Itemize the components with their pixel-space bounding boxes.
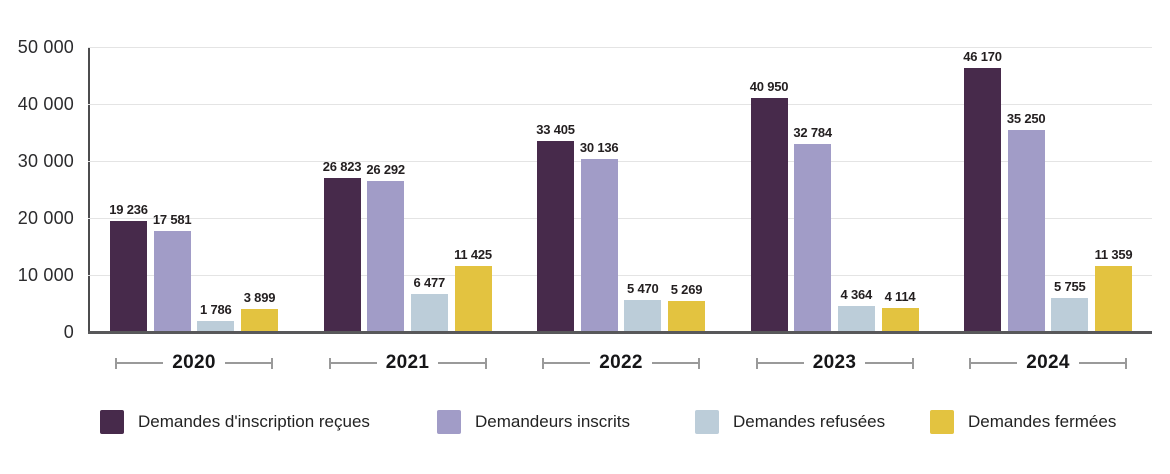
bar-value-label: 3 899 [243, 289, 276, 305]
bar [794, 144, 832, 331]
bracket-tick [1125, 357, 1127, 369]
bar-value-label: 5 269 [670, 281, 703, 297]
legend-label: Demandeurs inscrits [475, 412, 630, 431]
legend-swatch [930, 410, 954, 434]
y-tick-label: 10 000 [17, 265, 74, 285]
y-tick-label: 20 000 [17, 208, 74, 228]
bar-value-label: 4 364 [840, 287, 873, 303]
bar [153, 230, 191, 331]
bar-value-label: 4 114 [884, 288, 916, 304]
bar-value-label: 30 136 [579, 140, 619, 156]
bar [197, 320, 235, 331]
year-bracket: 2021 [328, 352, 487, 374]
bar-value-label: 33 405 [536, 121, 575, 137]
bar [323, 178, 361, 331]
year-label: 2020 [172, 352, 216, 373]
bar [668, 300, 705, 331]
year-label: 2024 [1026, 352, 1070, 373]
bar [624, 299, 662, 331]
bracket-tick [698, 357, 700, 369]
bar-value-label: 5 470 [627, 280, 659, 296]
x-axis-line [88, 331, 1152, 334]
y-axis-line [88, 47, 90, 332]
bar [367, 181, 405, 331]
bar [580, 159, 618, 331]
y-tick-label: 40 000 [17, 94, 74, 114]
bracket-line [224, 362, 271, 364]
bracket-line [330, 362, 377, 364]
bar [410, 294, 448, 331]
bracket-tick [542, 357, 544, 369]
bracket-tick [271, 357, 273, 369]
legend-item: Demandes fermées [930, 410, 1116, 434]
bar [537, 140, 574, 331]
bar [881, 307, 919, 331]
bracket-line [544, 362, 591, 364]
bracket-tick [755, 357, 758, 369]
legend-item: Demandes d'inscription reçues [100, 410, 370, 434]
year-bracket: 2022 [542, 352, 700, 374]
bracket-line [1078, 362, 1125, 364]
legend-item: Demandeurs inscrits [437, 410, 630, 434]
bar [110, 221, 147, 331]
bracket-tick [969, 357, 971, 369]
bar-value-label: 46 170 [963, 48, 1002, 64]
bracket-tick [328, 357, 331, 369]
bar-value-label: 17 581 [152, 211, 192, 227]
year-bracket: 2020 [115, 352, 273, 374]
bar-value-label: 6 477 [413, 275, 446, 291]
gridline [88, 275, 1152, 276]
bar-value-label: 26 823 [322, 159, 362, 175]
legend-label: Demandes refusées [733, 412, 886, 431]
bar-value-label: 32 784 [793, 125, 832, 141]
plot-area: 19 236 17 581 1 786 3 899 26 823 26 292 6 477 1… [88, 47, 1152, 334]
bracket-line [865, 362, 912, 364]
bar-value-label: 35 250 [1006, 111, 1046, 127]
bracket-line [651, 362, 698, 364]
bar [837, 306, 875, 331]
legend-label: Demandes d'inscription reçues [138, 412, 370, 431]
bracket-line [117, 362, 164, 364]
bracket-tick [484, 357, 487, 369]
bar [750, 97, 788, 331]
legend-item: Demandes refusées [695, 410, 885, 434]
bar-value-label: 11 359 [1094, 247, 1133, 263]
bar [1095, 266, 1132, 331]
bracket-line [438, 362, 485, 364]
year-bracket: 2023 [755, 352, 914, 374]
y-tick-label: 0 [63, 322, 74, 342]
bar-value-label: 11 425 [454, 246, 492, 262]
bar [964, 67, 1001, 331]
bracket-tick [911, 357, 914, 369]
year-bracket: 2024 [969, 352, 1127, 374]
year-label: 2023 [812, 352, 857, 373]
y-tick-label: 50 000 [17, 37, 74, 57]
bracket-line [971, 362, 1018, 364]
gridline [88, 218, 1152, 219]
legend-swatch [437, 410, 461, 434]
bar-value-label: 1 786 [200, 301, 232, 317]
bar-value-label: 40 950 [749, 78, 789, 94]
bar-value-label: 26 292 [366, 162, 405, 178]
legend-label: Demandes fermées [968, 412, 1117, 431]
bar [241, 308, 278, 331]
bracket-line [757, 362, 804, 364]
gridline [88, 161, 1152, 162]
bar-value-label: 19 236 [109, 202, 148, 218]
gridline [88, 104, 1152, 105]
gridline [88, 47, 1152, 48]
bar [454, 265, 492, 331]
legend-swatch [695, 410, 719, 434]
year-label: 2021 [385, 352, 430, 373]
year-label: 2022 [599, 352, 643, 373]
bar [1051, 298, 1089, 331]
bar-value-label: 5 755 [1054, 279, 1086, 295]
y-tick-label: 30 000 [17, 151, 74, 171]
legend-swatch [100, 410, 124, 434]
bar [1007, 130, 1045, 331]
bracket-tick [115, 357, 117, 369]
